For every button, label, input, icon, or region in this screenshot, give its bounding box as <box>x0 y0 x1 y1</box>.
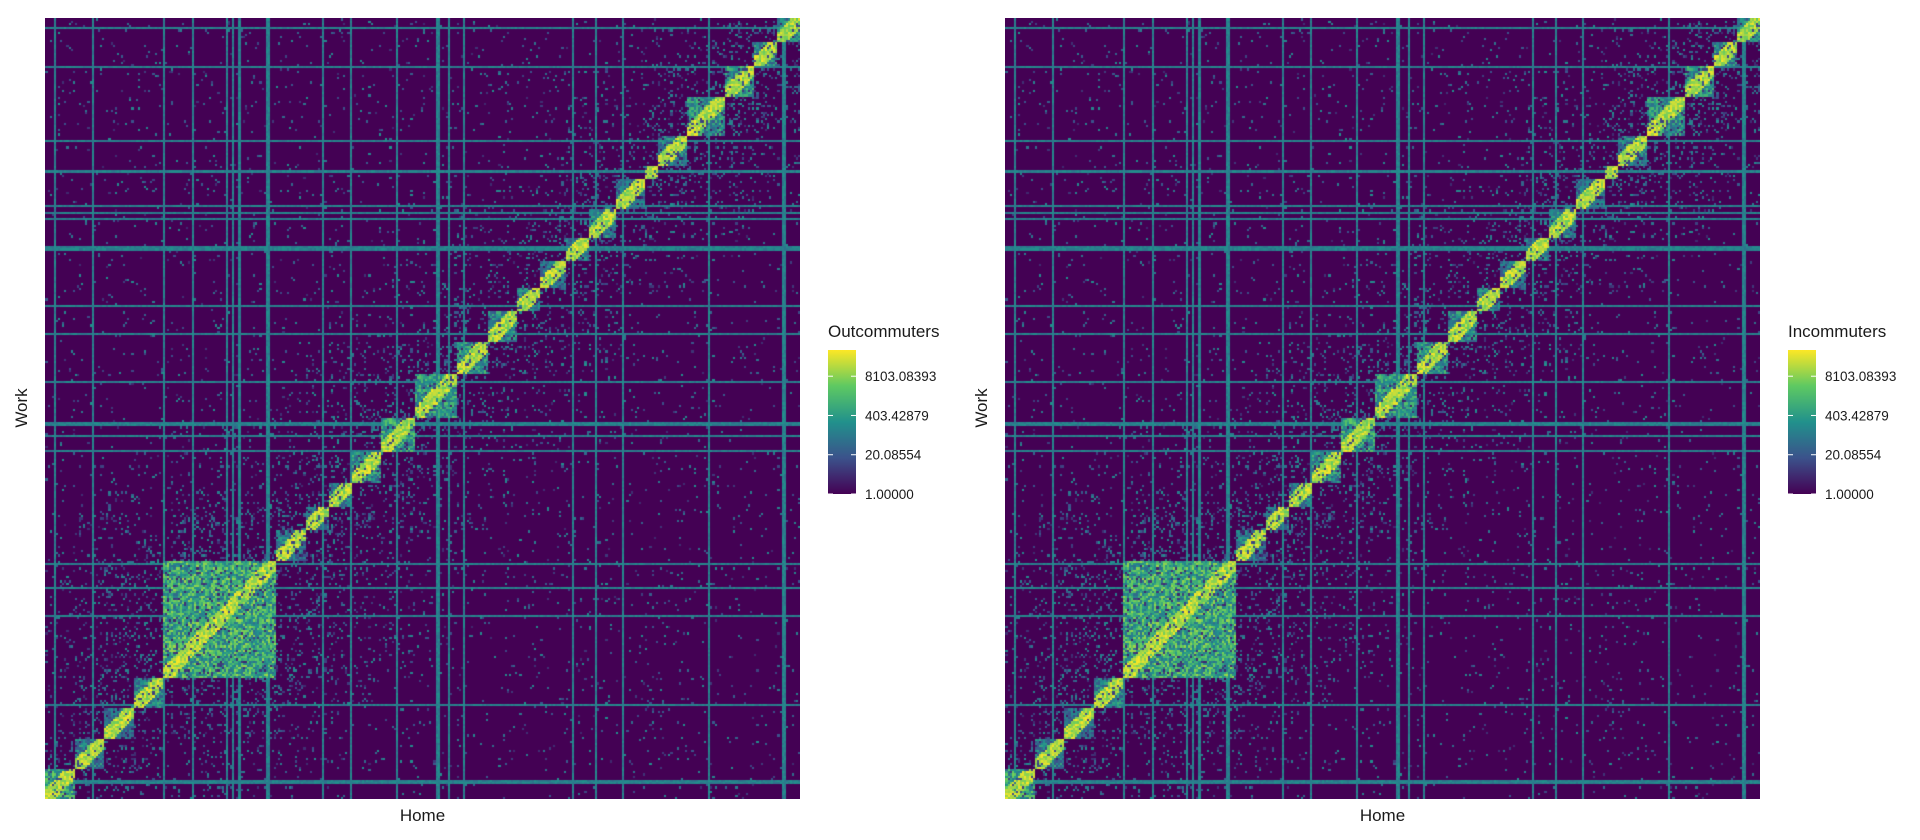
heatmap-panel-outcommuters: Home Work Outcommuters 1.00000 20.08554 40… <box>12 18 958 825</box>
legend-colorbar <box>828 350 856 494</box>
legend-tick-group: 1.00000 20.08554 403.42879 8103.08393 <box>828 369 936 502</box>
legend-tick-label: 403.42879 <box>865 408 929 423</box>
heatmap-incommuters <box>1005 18 1760 799</box>
legend-tick-label: 1.00000 <box>865 487 914 502</box>
legend-tick-label: 1.00000 <box>1825 487 1874 502</box>
x-axis-label: Home <box>399 806 446 825</box>
x-axis-label: Home <box>1359 806 1406 825</box>
legend-title: Outcommuters <box>828 322 940 341</box>
legend-tick-label: 8103.08393 <box>865 369 936 384</box>
heatmap-outcommuters <box>45 18 800 799</box>
color-legend: Outcommuters 1.00000 20.08554 403.42879 810… <box>828 322 958 512</box>
legend-tick-group: 1.00000 20.08554 403.42879 8103.08393 <box>1788 369 1896 502</box>
legend-tick-label: 20.08554 <box>1825 448 1882 463</box>
legend-colorbar <box>1788 350 1816 494</box>
color-legend: Incommuters 1.00000 20.08554 403.42879 8103… <box>1788 322 1918 512</box>
y-axis-label: Work <box>12 388 31 428</box>
legend-tick-label: 8103.08393 <box>1825 369 1896 384</box>
legend-gradient <box>1788 350 1816 494</box>
y-axis-label: Work <box>972 388 991 428</box>
heatmap-panel-incommuters: Home Work Incommuters 1.00000 20.08554 403… <box>960 0 1920 840</box>
legend-gradient <box>828 350 856 494</box>
legend-tick-label: 20.08554 <box>865 448 922 463</box>
legend-tick-label: 403.42879 <box>1825 408 1889 423</box>
legend-title: Incommuters <box>1788 322 1887 341</box>
